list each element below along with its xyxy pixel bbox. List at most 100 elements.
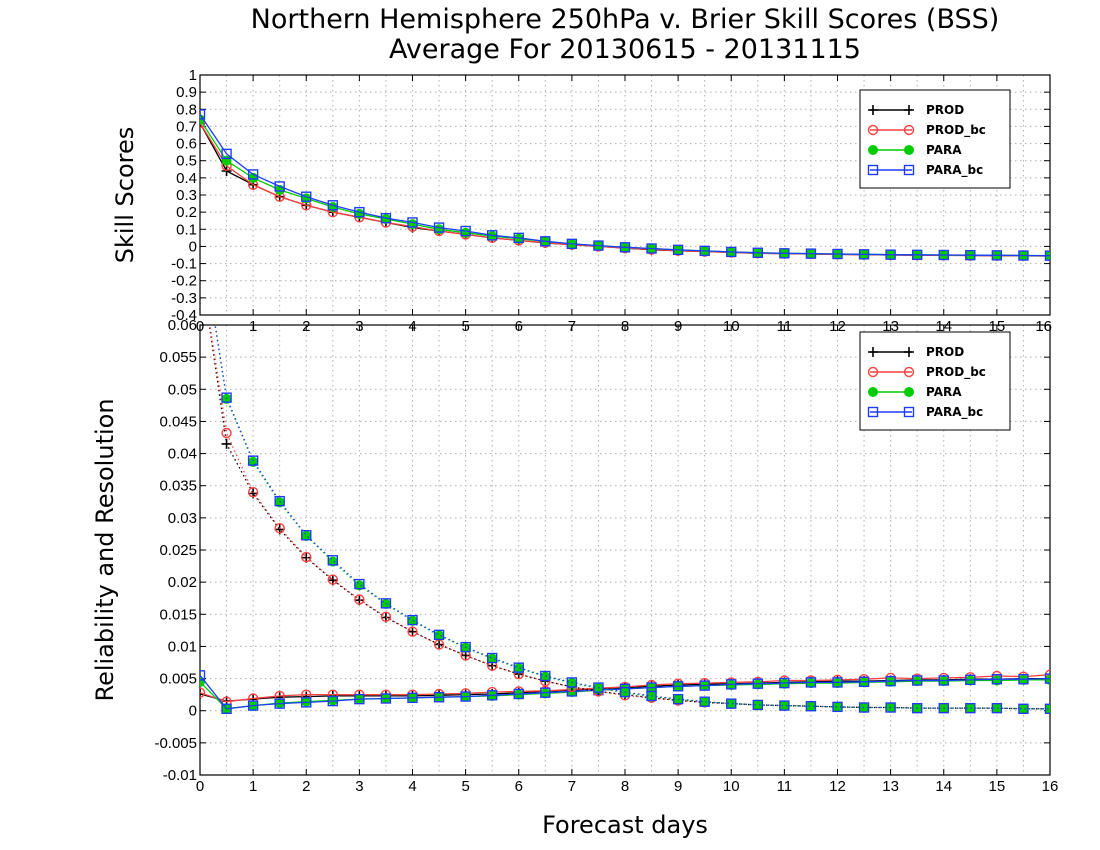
- y-tick-label: 0.045: [159, 413, 197, 430]
- legend-label-para: PARA: [926, 385, 962, 399]
- legend-label-prod_bc: PROD_bc: [926, 123, 986, 138]
- data-point-para_bc: [540, 670, 551, 682]
- data-point-para_bc: [1018, 703, 1029, 714]
- x-tick-label: 4: [408, 778, 416, 795]
- data-point-para_bc: [672, 693, 684, 705]
- data-point-para_bc: [433, 692, 445, 703]
- legend-marker: [867, 366, 879, 378]
- bottom-y-axis-label: Reliability and Resolution: [91, 398, 119, 701]
- x-tick-label: 11: [777, 778, 793, 795]
- data-point-para_bc: [380, 693, 392, 704]
- data-point-para_bc: [200, 670, 206, 681]
- y-tick-label: 0.035: [159, 478, 197, 495]
- legend-marker: [904, 145, 914, 155]
- data-point-para_bc: [805, 701, 817, 712]
- y-tick-label: -0.01: [163, 767, 197, 784]
- top-y-axis-label: Skill Scores: [111, 127, 139, 264]
- data-point-para_bc: [1044, 703, 1050, 714]
- y-tick-label: 0: [189, 703, 197, 720]
- y-tick-label: 0.06: [168, 317, 197, 334]
- data-point-para_bc: [752, 678, 764, 689]
- data-point-para_bc: [301, 191, 312, 202]
- data-point-para_bc: [274, 181, 285, 192]
- data-point-para_bc: [221, 392, 232, 403]
- x-tick-label: 9: [674, 778, 682, 795]
- data-point-prod_bc: [380, 611, 392, 623]
- legend-box: [859, 331, 1011, 431]
- data-point-para_bc: [965, 249, 976, 261]
- legend-marker: [903, 164, 915, 176]
- y-tick-label: 0.055: [159, 349, 197, 366]
- reliability-resolution-panel: Reliability and Resolution -0.01 -0.005 0 0…: [91, 317, 1059, 795]
- data-point-para_bc: [779, 677, 790, 689]
- y-tick-label: 0.3: [176, 187, 197, 204]
- legend-marker: [867, 406, 879, 418]
- y-tick-label: 0.9: [176, 84, 197, 101]
- legend-marker: [904, 387, 914, 397]
- data-point-para_bc: [699, 245, 710, 257]
- data-point-para_bc: [513, 232, 524, 244]
- y-tick-label: 0.7: [176, 118, 197, 135]
- y-tick-label: 0.02: [168, 574, 197, 591]
- data-point-prod: [407, 626, 418, 637]
- y-tick-label: 0.6: [176, 136, 197, 153]
- data-point-para_bc: [460, 641, 471, 653]
- y-tick-label: -0.3: [171, 290, 197, 307]
- data-point-para_bc: [433, 222, 445, 233]
- data-point-para_bc: [858, 249, 870, 260]
- data-point-para_bc: [832, 248, 843, 260]
- data-point-para_bc: [752, 699, 764, 711]
- data-point-para_bc: [726, 698, 737, 709]
- data-point-para_bc: [911, 249, 923, 261]
- data-point-para: [1018, 674, 1029, 685]
- y-tick-label: 0.05: [168, 381, 197, 398]
- data-point-prod_bc: [407, 626, 418, 637]
- legend-marker: [903, 124, 915, 136]
- legend: PROD PROD_bc PARA PARA_bc: [859, 331, 1011, 431]
- data-point-prod_bc: [274, 522, 285, 534]
- data-point-para_bc: [407, 217, 418, 228]
- data-point-para_bc: [301, 697, 312, 708]
- legend-marker: [904, 347, 914, 357]
- data-point-para_bc: [1018, 250, 1029, 261]
- y-tick-label: -0.1: [171, 256, 197, 273]
- data-point-prod_bc: [200, 117, 206, 129]
- data-point-para_bc: [247, 455, 259, 466]
- y-tick-label: -0.005: [154, 735, 197, 752]
- data-point-para_bc: [832, 701, 843, 713]
- figure-title-line2: Average For 20130615 - 20131115: [389, 34, 861, 65]
- x-tick-label: 8: [621, 778, 629, 795]
- data-point-para: [301, 530, 312, 541]
- data-point-para: [832, 678, 843, 689]
- data-point-para_bc: [726, 679, 737, 690]
- x-tick-label: 2: [302, 778, 310, 795]
- data-point-para_bc: [726, 246, 737, 258]
- data-point-para_bc: [858, 702, 870, 713]
- data-point-para: [434, 630, 445, 641]
- data-point-para_bc: [699, 680, 710, 691]
- legend-label-prod_bc: PROD_bc: [926, 365, 986, 380]
- x-tick-label: 16: [1042, 778, 1059, 795]
- y-tick-label: 0.5: [176, 153, 197, 170]
- data-point-para_bc: [354, 693, 365, 705]
- x-tick-label: 1: [249, 778, 257, 795]
- data-point-para_bc: [885, 702, 896, 713]
- x-tick-label: 12: [829, 778, 846, 795]
- data-point-para_bc: [247, 169, 259, 180]
- data-point-para_bc: [752, 247, 764, 258]
- data-point-para_bc: [593, 682, 604, 693]
- data-point-para_bc: [327, 200, 339, 211]
- data-point-para_bc: [832, 677, 843, 688]
- data-point-para_bc: [991, 674, 1003, 685]
- data-point-para: [779, 700, 790, 711]
- data-point-para_bc: [672, 681, 684, 692]
- legend-marker: [868, 145, 878, 155]
- legend-label-prod: PROD: [926, 345, 964, 359]
- x-tick-label: 13: [882, 778, 899, 795]
- y-tick-label: 1: [189, 67, 197, 84]
- data-point-para_bc: [938, 249, 949, 261]
- data-point-para_bc: [354, 206, 365, 218]
- legend-label-para: PARA: [926, 143, 962, 157]
- legend-marker: [868, 387, 878, 397]
